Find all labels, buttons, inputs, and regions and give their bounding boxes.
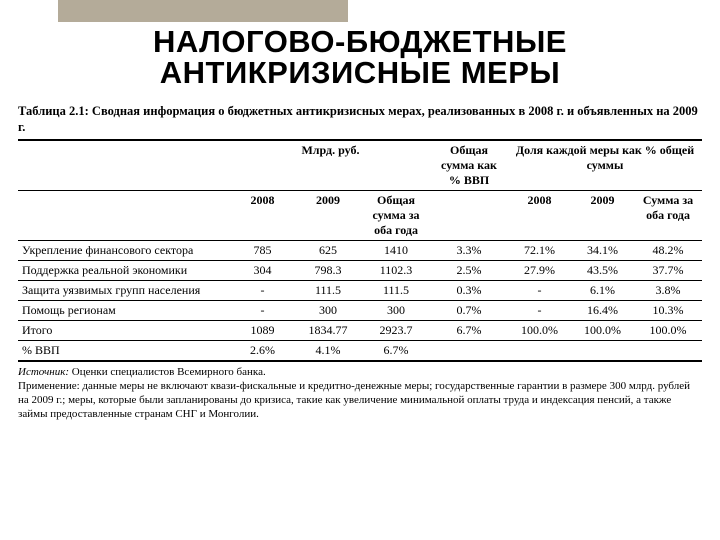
cell-2008: 785 <box>231 241 294 261</box>
cell-total: 111.5 <box>362 281 430 301</box>
col-group-amounts: Млрд. руб. <box>231 140 430 191</box>
cell-total: 1410 <box>362 241 430 261</box>
cell-share-2008 <box>508 341 571 362</box>
col-share-total: Сумма за оба года <box>634 191 702 241</box>
cell-share-total: 3.8% <box>634 281 702 301</box>
cell-share-2009: 100.0% <box>571 321 634 341</box>
cell-share-2009: 6.1% <box>571 281 634 301</box>
cell-share-2008: - <box>508 281 571 301</box>
cell-gdp: 2.5% <box>430 261 508 281</box>
cell-share-total: 37.7% <box>634 261 702 281</box>
table-row: Итого10891834.772923.76.7%100.0%100.0%10… <box>18 321 702 341</box>
source-label: Источник: <box>18 366 69 378</box>
table-row: Защита уязвимых групп населения-111.5111… <box>18 281 702 301</box>
cell-2008: - <box>231 301 294 321</box>
cell-total: 2923.7 <box>362 321 430 341</box>
table-body: Укрепление финансового сектора7856251410… <box>18 241 702 362</box>
cell-total: 1102.3 <box>362 261 430 281</box>
table-row: Поддержка реальной экономики304798.31102… <box>18 261 702 281</box>
cell-2008: 1089 <box>231 321 294 341</box>
cell-share-2009 <box>571 341 634 362</box>
cell-share-total: 10.3% <box>634 301 702 321</box>
fiscal-measures-table: Млрд. руб. Общая сумма как % ВВП Доля ка… <box>18 139 702 362</box>
cell-share-2008: 72.1% <box>508 241 571 261</box>
col-group-gdp: Общая сумма как % ВВП <box>430 140 508 191</box>
col-group-share: Доля каждой меры как % общей суммы <box>508 140 702 191</box>
cell-total: 6.7% <box>362 341 430 362</box>
col-2008: 2008 <box>231 191 294 241</box>
page-title: НАЛОГОВО-БЮДЖЕТНЫЕ АНТИКРИЗИСНЫЕ МЕРЫ <box>20 26 700 88</box>
cell-2009: 111.5 <box>294 281 362 301</box>
col-2009: 2009 <box>294 191 362 241</box>
cell-2009: 625 <box>294 241 362 261</box>
cell-share-2008: - <box>508 301 571 321</box>
row-label: Итого <box>18 321 231 341</box>
decorative-top-bar <box>58 0 348 22</box>
cell-2009: 1834.77 <box>294 321 362 341</box>
cell-share-total: 48.2% <box>634 241 702 261</box>
cell-gdp: 0.3% <box>430 281 508 301</box>
cell-share-total: 100.0% <box>634 321 702 341</box>
cell-share-2008: 27.9% <box>508 261 571 281</box>
cell-share-2008: 100.0% <box>508 321 571 341</box>
cell-2009: 300 <box>294 301 362 321</box>
table-row: Укрепление финансового сектора7856251410… <box>18 241 702 261</box>
cell-gdp <box>430 341 508 362</box>
row-label: Помощь регионам <box>18 301 231 321</box>
source-note: Источник: Оценки специалистов Всемирного… <box>18 366 702 421</box>
cell-2008: - <box>231 281 294 301</box>
table-caption: Таблица 2.1: Сводная информация о бюджет… <box>18 104 702 135</box>
row-label: % ВВП <box>18 341 231 362</box>
row-label: Укрепление финансового сектора <box>18 241 231 261</box>
cell-2009: 798.3 <box>294 261 362 281</box>
cell-gdp: 0.7% <box>430 301 508 321</box>
col-total: Общая сумма за оба года <box>362 191 430 241</box>
row-label: Защита уязвимых групп населения <box>18 281 231 301</box>
row-label: Поддержка реальной экономики <box>18 261 231 281</box>
cell-share-2009: 16.4% <box>571 301 634 321</box>
col-share-2008: 2008 <box>508 191 571 241</box>
cell-2009: 4.1% <box>294 341 362 362</box>
cell-2008: 2.6% <box>231 341 294 362</box>
cell-gdp: 6.7% <box>430 321 508 341</box>
table-row: % ВВП2.6%4.1%6.7% <box>18 341 702 362</box>
cell-share-total <box>634 341 702 362</box>
cell-total: 300 <box>362 301 430 321</box>
cell-gdp: 3.3% <box>430 241 508 261</box>
cell-share-2009: 34.1% <box>571 241 634 261</box>
col-share-2009: 2009 <box>571 191 634 241</box>
cell-share-2009: 43.5% <box>571 261 634 281</box>
table-row: Помощь регионам-3003000.7%-16.4%10.3% <box>18 301 702 321</box>
cell-2008: 304 <box>231 261 294 281</box>
source-text: Оценки специалистов Всемирного банка. <box>72 366 266 378</box>
application-note: Применение: данные меры не включают кваз… <box>18 380 690 420</box>
